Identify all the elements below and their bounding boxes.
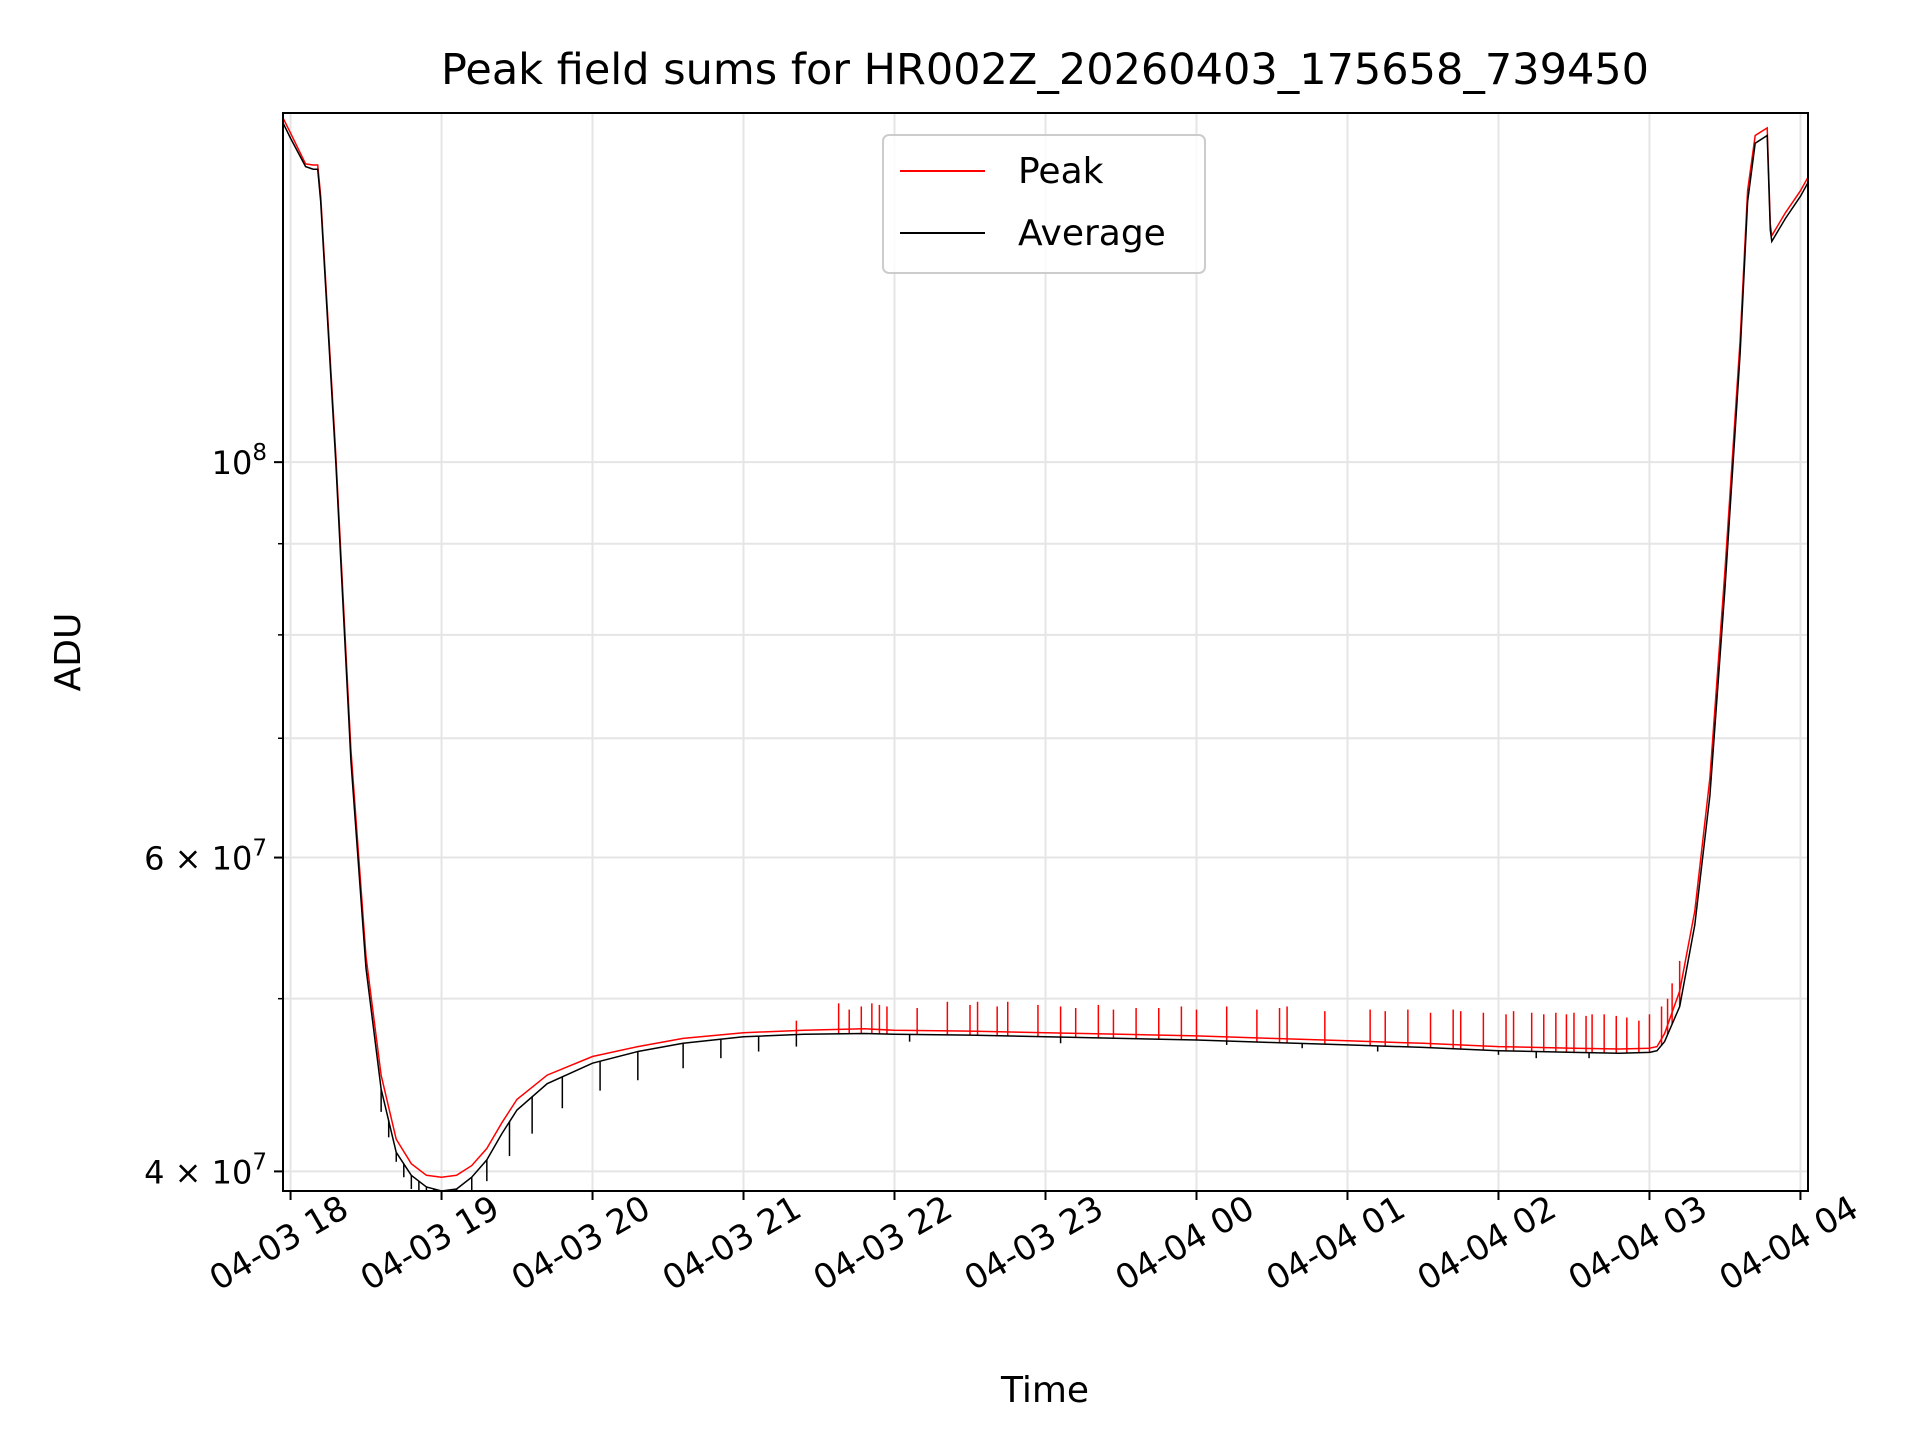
legend-peak-label: Peak [1018, 151, 1104, 192]
x-axis-label: Time [1000, 1370, 1089, 1411]
peak-series-line [283, 117, 1808, 1178]
plot-data [283, 117, 1808, 1191]
legend-box [882, 134, 1206, 274]
legend-average-label: Average [1018, 213, 1166, 254]
legend: Peak Average [882, 134, 1206, 274]
chart-title: Peak field sums for HR002Z_20260403_1756… [441, 45, 1649, 95]
y-axis-label: ADU [48, 613, 89, 692]
y-tick-label: 6 × 107 [144, 836, 267, 878]
y-tick-label: 4 × 107 [144, 1149, 267, 1191]
grid [283, 113, 1808, 1191]
average-series-line [283, 122, 1808, 1191]
y-axis-ticks: 4 × 107 6 × 107 108 [144, 440, 283, 1191]
y-tick-label: 108 [212, 440, 267, 482]
